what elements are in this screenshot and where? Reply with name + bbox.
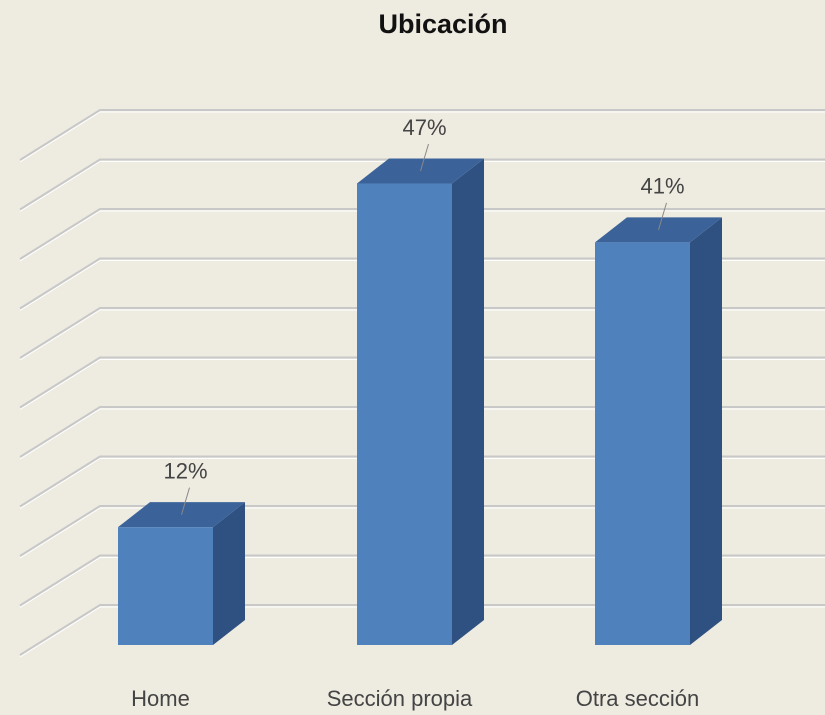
grid-line: [19, 208, 825, 260]
leader-line: [181, 487, 190, 515]
leader-line: [420, 143, 429, 172]
grid-line-highlight: [19, 161, 825, 212]
grid-line-highlight: [19, 606, 825, 658]
grid-line: [19, 257, 825, 310]
grid-line-highlight: [19, 260, 825, 311]
grid-line-highlight: [19, 309, 825, 361]
grid-line-highlight: [19, 458, 825, 509]
bar-side: [213, 502, 245, 645]
grid-line-highlight: [19, 111, 825, 163]
value-label: 12%: [163, 458, 207, 483]
bar-side: [452, 158, 484, 645]
grid-line-highlight: [19, 507, 825, 559]
chart-title: Ubicación: [378, 9, 507, 39]
bar: [118, 527, 213, 645]
grid-line: [19, 455, 825, 508]
grid-line: [19, 604, 825, 656]
x-tick-label: Home: [131, 686, 190, 711]
grid-line: [19, 109, 825, 161]
grid-line-highlight: [19, 359, 825, 410]
grid-line: [19, 406, 825, 458]
bar-side: [690, 217, 722, 645]
bar: [595, 242, 690, 645]
grid-line-highlight: [19, 408, 825, 460]
grid-line: [19, 307, 825, 359]
grid-line-highlight: [19, 210, 825, 262]
value-label: 41%: [640, 174, 684, 199]
grid-line: [19, 356, 825, 409]
x-tick-label: Sección propia: [327, 686, 473, 711]
grid-line: [19, 158, 825, 211]
grid-line-highlight: [19, 557, 825, 608]
bar: [357, 183, 452, 645]
value-label: 47%: [402, 115, 446, 140]
grid-line: [19, 505, 825, 557]
grid-line: [19, 554, 825, 607]
leader-line: [658, 202, 667, 231]
x-tick-label: Otra sección: [576, 686, 700, 711]
